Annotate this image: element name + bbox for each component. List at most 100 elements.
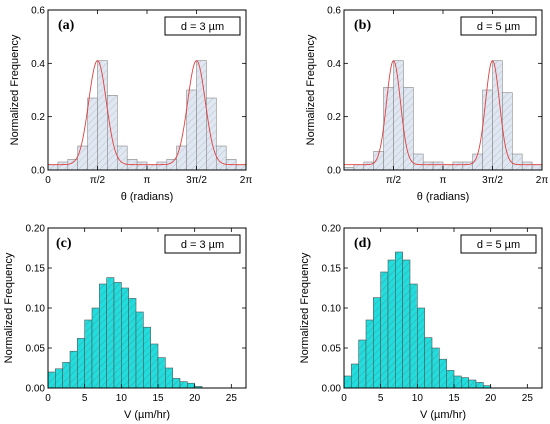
panel-d-x-axis-title: V (µm/hr) xyxy=(420,409,466,421)
histogram-bar xyxy=(67,159,79,171)
histogram-bar xyxy=(47,371,56,389)
y-tick-label: 0.00 xyxy=(26,384,46,395)
histogram-bar xyxy=(172,378,181,389)
histogram-bar xyxy=(502,92,513,171)
panel-d-annotation-box xyxy=(460,234,537,254)
histogram-bar xyxy=(432,161,444,171)
histogram-bar xyxy=(403,87,414,171)
x-tick-label: 10 xyxy=(412,393,424,404)
panel-c-bars xyxy=(47,277,203,389)
histogram-bar xyxy=(176,145,187,171)
x-tick-label: 3π/2 xyxy=(186,175,207,186)
panel-c-y-axis-title: Normalized Frequency xyxy=(3,252,15,363)
panel-b-x-axis-title: θ (radians) xyxy=(417,191,470,203)
histogram-bar xyxy=(187,382,195,389)
histogram-bar xyxy=(351,363,359,389)
histogram-bar xyxy=(136,161,148,171)
histogram-bar xyxy=(135,311,144,389)
histogram-bar xyxy=(179,381,188,389)
histogram-bar xyxy=(439,358,447,389)
panel-c: 0 5 10 15 20 25 0.00 0.05 0.10 0.15 0.20 (c) d = 3… xyxy=(3,224,247,421)
x-tick-label: π/2 xyxy=(90,175,106,186)
y-tick-label: 0.0 xyxy=(31,166,45,177)
histogram-bar xyxy=(383,87,394,171)
panel-a-annotation-box xyxy=(164,16,241,36)
panel-a-x-axis-title: θ (radians) xyxy=(121,191,174,203)
histogram-bar xyxy=(91,307,100,389)
x-tick-label: π xyxy=(144,175,151,186)
histogram-bar xyxy=(343,375,352,389)
y-tick-label: 0.0 xyxy=(327,166,341,177)
y-tick-label: 0.4 xyxy=(31,59,45,70)
histogram-bar xyxy=(363,161,375,171)
panel-a-ticks: 0 π/2 π 3π/2 2π 0.0 0.2 0.4 0.6 xyxy=(31,6,252,187)
histogram-bar xyxy=(55,368,63,389)
histogram-bar xyxy=(468,379,477,389)
y-tick-label: 0.10 xyxy=(322,304,342,315)
histogram-bar xyxy=(373,297,381,389)
histogram-bar xyxy=(511,153,523,171)
histogram-bar xyxy=(431,347,440,389)
histogram-bar xyxy=(77,338,85,389)
y-tick-label: 0.2 xyxy=(31,112,45,123)
histogram-bar xyxy=(128,298,137,389)
histogram-bar xyxy=(380,271,389,389)
panel-a-annotation: d = 3 µm xyxy=(164,16,241,36)
histogram-bar xyxy=(482,89,493,171)
panel-d-annotation-text: d = 5 µm xyxy=(477,239,520,251)
x-tick-label: 2π xyxy=(240,175,253,186)
histogram-bar xyxy=(146,164,158,171)
histogram-bar xyxy=(62,362,71,389)
x-tick-label: π/2 xyxy=(386,175,402,186)
histogram-bar xyxy=(417,307,425,389)
histogram-bar xyxy=(387,259,396,389)
x-tick-label: 0 xyxy=(45,393,51,404)
panel-b-annotation-text: d = 5 µm xyxy=(477,21,520,33)
panel-c-annotation: d = 3 µm xyxy=(164,234,241,254)
x-tick-label: 5 xyxy=(82,393,88,404)
panel-d-y-axis-title: Normalized Frequency xyxy=(299,252,311,363)
histogram-bar xyxy=(395,251,403,389)
panel-c-annotation-box xyxy=(164,234,241,254)
y-tick-label: 0.20 xyxy=(322,224,342,235)
histogram-bar xyxy=(531,164,543,171)
panel-a-bars xyxy=(47,60,247,171)
panel-b-bars xyxy=(343,60,543,171)
x-tick-label: 15 xyxy=(152,393,164,404)
panel-c-ticks: 0 5 10 15 20 25 0.00 0.05 0.10 0.15 0.20 xyxy=(26,224,246,404)
panel-a-annotation-text: d = 3 µm xyxy=(181,21,224,33)
histogram-bar xyxy=(113,282,122,389)
histogram-bar xyxy=(353,164,365,171)
histogram-bar xyxy=(206,97,217,171)
histogram-bar xyxy=(453,375,462,389)
histogram-bar xyxy=(446,370,455,389)
y-tick-label: 0.6 xyxy=(327,6,341,17)
y-tick-label: 0.2 xyxy=(327,112,341,123)
y-tick-label: 0.15 xyxy=(322,264,342,275)
histogram-bar xyxy=(57,161,69,171)
histogram-bar xyxy=(215,145,227,171)
histogram-bar xyxy=(156,161,168,171)
histogram-bar xyxy=(166,159,178,171)
histogram-bar xyxy=(165,367,173,389)
gaussian-fit-line xyxy=(48,60,246,166)
panel-a-y-axis-title: Normalized Frequency xyxy=(9,34,21,145)
panel-a: 0 π/2 π 3π/2 2π 0.0 0.2 0.4 0.6 (a) d = 3 µm θ (… xyxy=(9,6,252,204)
panel-b: π/2 π 3π/2 2π 0.0 0.2 0.4 0.6 (b) d = 5 µm θ (r… xyxy=(305,6,548,204)
x-tick-label: 0 xyxy=(45,175,51,186)
x-tick-label: 20 xyxy=(485,393,497,404)
histogram-bar xyxy=(365,319,374,389)
y-tick-label: 0.05 xyxy=(322,344,342,355)
y-tick-label: 0.20 xyxy=(26,224,46,235)
y-tick-label: 0.05 xyxy=(26,344,46,355)
histogram-bar xyxy=(116,145,128,171)
histogram-bar xyxy=(47,164,59,171)
panel-a-fit xyxy=(48,60,246,166)
x-tick-label: 2π xyxy=(536,175,549,186)
x-tick-label: 10 xyxy=(116,393,128,404)
y-tick-label: 0.6 xyxy=(31,6,45,17)
x-tick-label: 15 xyxy=(448,393,460,404)
histogram-bar xyxy=(84,319,93,389)
histogram-bar xyxy=(462,161,474,171)
